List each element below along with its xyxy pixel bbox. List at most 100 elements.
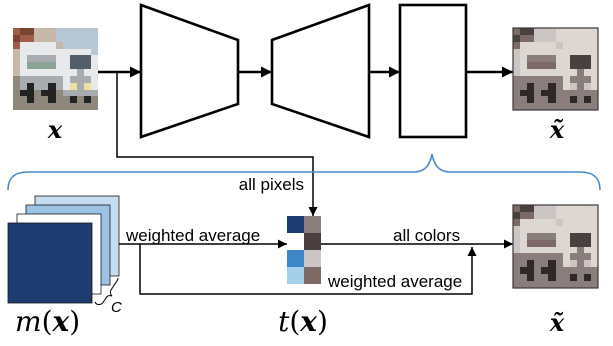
image-pixel [34, 83, 41, 90]
image-pixel [570, 76, 577, 83]
palette-label-open-paren: ( [289, 305, 300, 338]
image-pixel [591, 233, 598, 240]
image-pixel [563, 35, 570, 42]
image-pixel [48, 35, 56, 42]
image-pixel [527, 226, 534, 233]
image-pixel [556, 260, 563, 267]
image-pixel [548, 49, 556, 55]
image-pixel [541, 103, 548, 110]
image-pixel [548, 76, 556, 83]
image-pixel [556, 247, 563, 253]
image-pixel [556, 240, 563, 247]
image-pixel [527, 219, 534, 226]
image-pixel [56, 35, 63, 42]
image-pixel [520, 253, 527, 260]
image-pixel [520, 76, 527, 83]
image-pixel [513, 240, 520, 247]
palette-label-argument: x [299, 305, 317, 338]
image-pixel [548, 212, 556, 219]
image-pixel [520, 205, 527, 212]
palette-mask-swatch [287, 267, 304, 284]
image-pixel [548, 103, 556, 110]
image-pixel [70, 55, 77, 62]
image-pixel [20, 28, 27, 35]
image-pixel [570, 253, 577, 260]
palette-label-function: t [278, 305, 290, 338]
image-pixel [563, 205, 570, 212]
output-image-top [513, 28, 598, 110]
image-pixel [570, 49, 577, 55]
image-pixel [27, 83, 34, 90]
image-pixel [563, 103, 570, 110]
image-pixel [20, 103, 27, 110]
image-pixel [20, 96, 27, 103]
image-pixel [541, 35, 548, 42]
image-pixel [563, 219, 570, 226]
image-pixel [548, 281, 556, 288]
image-pixel [577, 212, 584, 219]
image-pixel [591, 69, 598, 76]
image-pixel [563, 69, 570, 76]
image-pixel [563, 247, 570, 253]
image-pixel [556, 28, 563, 35]
image-pixel [84, 49, 91, 55]
image-pixel [570, 247, 577, 253]
image-pixel [520, 69, 527, 76]
image-pixel [563, 62, 570, 69]
image-pixel [591, 28, 598, 35]
image-pixel [577, 69, 584, 76]
image-pixel [541, 42, 548, 49]
image-pixel [77, 55, 84, 62]
image-pixel [20, 49, 27, 55]
image-pixel [548, 247, 556, 253]
image-pixel [56, 76, 63, 83]
image-pixel [41, 55, 48, 62]
image-pixel [570, 274, 577, 281]
image-pixel [541, 260, 548, 267]
image-pixel [27, 90, 34, 96]
weighted-average-label-palette: weighted average [125, 226, 260, 245]
image-pixel [548, 69, 556, 76]
image-pixel [527, 103, 534, 110]
image-pixel [534, 69, 541, 76]
image-pixel [563, 42, 570, 49]
image-pixel [56, 28, 63, 35]
image-pixel [91, 28, 98, 35]
image-pixel [513, 219, 520, 226]
image-pixel [556, 103, 563, 110]
image-pixel [541, 247, 548, 253]
image-pixel [63, 35, 70, 42]
encoder-block [139, 3, 240, 139]
image-pixel [584, 90, 591, 96]
output-image-bottom-label: x̃ [549, 308, 565, 337]
image-pixel [70, 96, 77, 103]
image-pixel [577, 205, 584, 212]
mask-label-argument: x [52, 305, 70, 338]
image-pixel [591, 96, 598, 103]
image-pixel [556, 42, 563, 49]
image-pixel [27, 49, 34, 55]
image-pixel [548, 253, 556, 260]
image-pixel [91, 90, 98, 96]
image-pixel [541, 219, 548, 226]
image-pixel [577, 226, 584, 233]
image-pixel [534, 49, 541, 55]
image-pixel [77, 96, 84, 103]
image-pixel [577, 49, 584, 55]
image-pixel [577, 281, 584, 288]
image-pixel [48, 83, 56, 90]
image-pixel [548, 274, 556, 281]
image-pixel [13, 69, 20, 76]
input-image-label: x [47, 115, 63, 144]
image-pixel [513, 55, 520, 62]
image-pixel [548, 83, 556, 90]
palette-label-close-paren: ) [317, 305, 328, 338]
channels-brace [94, 277, 119, 305]
image-pixel [584, 247, 591, 253]
image-pixel [570, 96, 577, 103]
image-pixel [63, 42, 70, 49]
image-pixel [520, 28, 527, 35]
image-pixel [548, 28, 556, 35]
image-pixel [563, 212, 570, 219]
